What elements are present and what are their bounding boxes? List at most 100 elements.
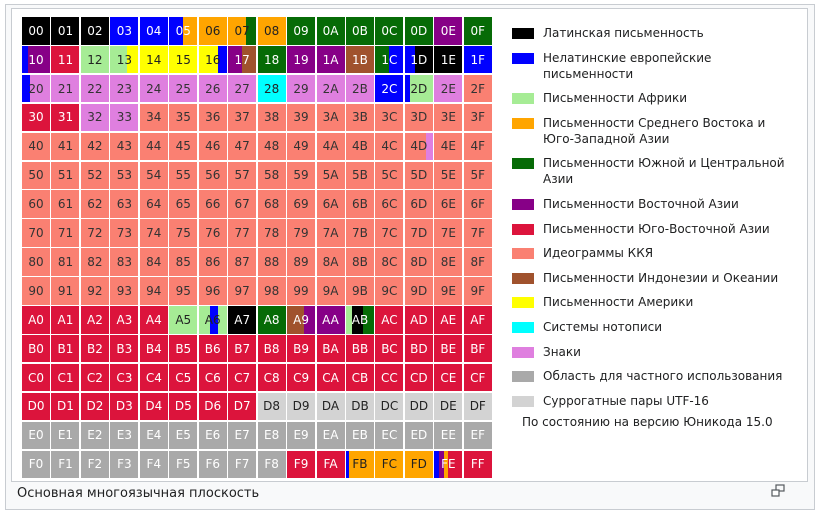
block-fill-segment [404, 17, 433, 45]
block-fill-segment [257, 392, 286, 421]
block-fill [110, 392, 139, 421]
block-cell-89: 89 [287, 248, 316, 276]
block-label: 34 [146, 110, 162, 125]
block-fill [110, 334, 139, 363]
block-fill-segment [228, 74, 257, 103]
block-fill-segment [22, 450, 51, 478]
block-label: 03 [116, 23, 132, 38]
block-cell-6A: 6A [316, 190, 345, 218]
block-label: E7 [234, 428, 250, 443]
block-fill-segment [257, 103, 286, 132]
block-label: 6D [410, 197, 428, 212]
block-cell-34: 34 [139, 103, 168, 132]
block-cell-AE: AE [434, 306, 463, 334]
block-fill-segment [257, 17, 286, 45]
block-fill [434, 334, 463, 363]
block-fill [345, 103, 374, 132]
block-fill [404, 392, 433, 421]
block-fill-segment [80, 363, 109, 392]
block-label: 97 [234, 283, 250, 298]
block-fill-segment [80, 161, 109, 189]
block-label: E2 [87, 428, 103, 443]
legend-swatch [512, 272, 534, 284]
block-cell-C5: C5 [169, 363, 198, 392]
block-fill [375, 74, 404, 103]
block-fill-segment [169, 277, 198, 305]
block-fill [110, 103, 139, 132]
block-label: 3D [410, 110, 428, 125]
block-cell-56: 56 [198, 161, 227, 189]
block-label: B5 [175, 341, 192, 356]
block-cell-BD: BD [404, 334, 433, 363]
block-cell-55: 55 [169, 161, 198, 189]
block-fill [287, 219, 316, 247]
block-fill [110, 363, 139, 392]
block-label: 29 [293, 81, 309, 96]
block-label: 19 [293, 52, 309, 67]
block-label: 91 [57, 283, 74, 298]
block-fill [434, 190, 463, 218]
block-fill [463, 190, 492, 218]
block-fill-segment [434, 363, 463, 392]
block-fill-segment [51, 277, 80, 305]
block-fill-segment [22, 219, 51, 247]
block-fill-segment [80, 132, 109, 161]
block-cell-83: 83 [110, 248, 139, 276]
block-label: 88 [263, 254, 280, 269]
block-label: 3E [440, 110, 456, 125]
block-fill-segment [51, 74, 80, 103]
block-label: F4 [146, 457, 162, 472]
block-fill-segment [434, 450, 439, 478]
block-fill-segment [169, 421, 198, 450]
block-label: B8 [263, 341, 280, 356]
block-fill [375, 161, 404, 189]
block-fill [139, 17, 168, 45]
block-cell-0B: 0B [345, 17, 374, 45]
block-cell-BE: BE [434, 334, 463, 363]
block-label: CB [351, 370, 369, 385]
legend-item: Письменности Восточной Азии [509, 196, 799, 212]
block-fill [434, 17, 463, 45]
block-fill-segment [228, 306, 257, 334]
block-fill [404, 17, 433, 45]
block-cell-0E: 0E [434, 17, 463, 45]
figure-image: 00 01 02 03 04 05 06 07 08 09 0A 0B 0C 0D 0E 0F 10 11 12 13… [11, 8, 808, 482]
block-fill [345, 161, 374, 189]
block-label: 2A [322, 81, 339, 96]
block-fill-segment [375, 248, 404, 276]
block-fill [316, 219, 345, 247]
block-fill [80, 74, 109, 103]
block-cell-2B: 2B [345, 74, 374, 103]
block-label: 56 [205, 168, 221, 183]
block-fill [228, 74, 257, 103]
block-fill [257, 161, 286, 189]
block-cell-6D: 6D [404, 190, 433, 218]
block-fill [404, 132, 433, 161]
block-fill-segment [110, 450, 139, 478]
legend-item: Нелатинские европейские письменности [509, 50, 799, 82]
block-label: B2 [86, 341, 103, 356]
block-cell-CA: CA [316, 363, 345, 392]
block-fill [228, 161, 257, 189]
block-fill [51, 421, 80, 450]
block-cell-CC: CC [375, 363, 404, 392]
block-cell-F9: F9 [287, 450, 316, 478]
block-fill-segment [139, 306, 168, 334]
block-fill [463, 450, 492, 478]
block-fill-segment [434, 248, 463, 276]
block-fill-segment [316, 45, 345, 74]
block-fill [228, 421, 257, 450]
block-fill [228, 392, 257, 421]
block-label: 8E [440, 254, 456, 269]
block-fill-segment [375, 334, 404, 363]
block-fill-segment [51, 334, 80, 363]
block-fill-segment [316, 392, 345, 421]
block-label: 14 [146, 52, 162, 67]
block-cell-08: 08 [257, 17, 286, 45]
block-fill-segment [80, 450, 109, 478]
magnify-icon[interactable] [771, 484, 785, 498]
block-label: 71 [57, 226, 74, 241]
block-fill-segment [22, 74, 31, 103]
block-label: 50 [28, 168, 44, 183]
block-cell-90: 90 [22, 277, 51, 305]
